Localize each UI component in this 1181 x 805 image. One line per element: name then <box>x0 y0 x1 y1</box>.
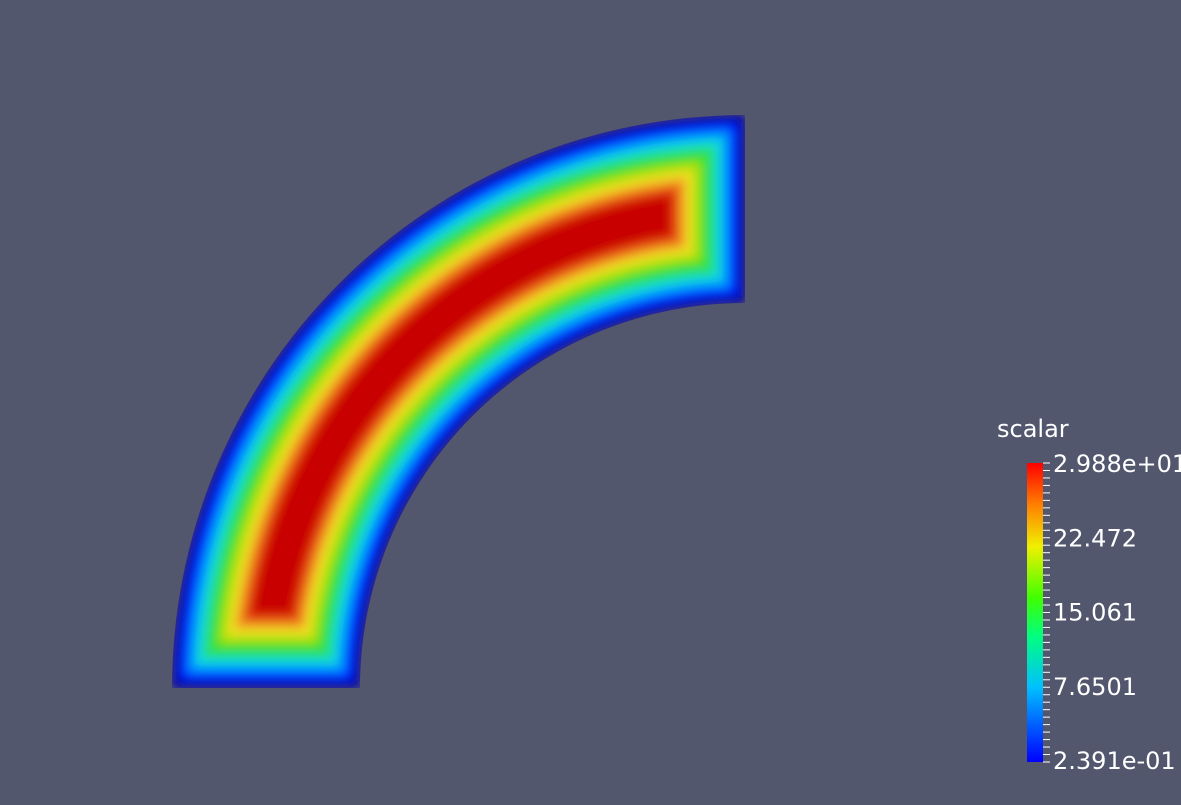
legend-label: 15.061 <box>1053 599 1137 627</box>
legend-label: 2.391e-01 <box>1053 747 1176 775</box>
color-bar <box>1027 463 1043 762</box>
legend-label: 22.472 <box>1053 524 1137 552</box>
scalar-field <box>172 115 745 688</box>
legend-ticks: 2.988e+01 22.472 15.061 7.6501 2.391e-01 <box>1043 450 1181 775</box>
color-legend: scalar 2.988e+01 22.472 15.061 7.6501 2.391e… <box>997 415 1181 775</box>
legend-title: scalar <box>997 415 1069 443</box>
field-band <box>252 195 670 613</box>
field-layers <box>172 115 745 688</box>
legend-label: 7.6501 <box>1053 673 1137 701</box>
legend-label: 2.988e+01 <box>1053 450 1181 478</box>
